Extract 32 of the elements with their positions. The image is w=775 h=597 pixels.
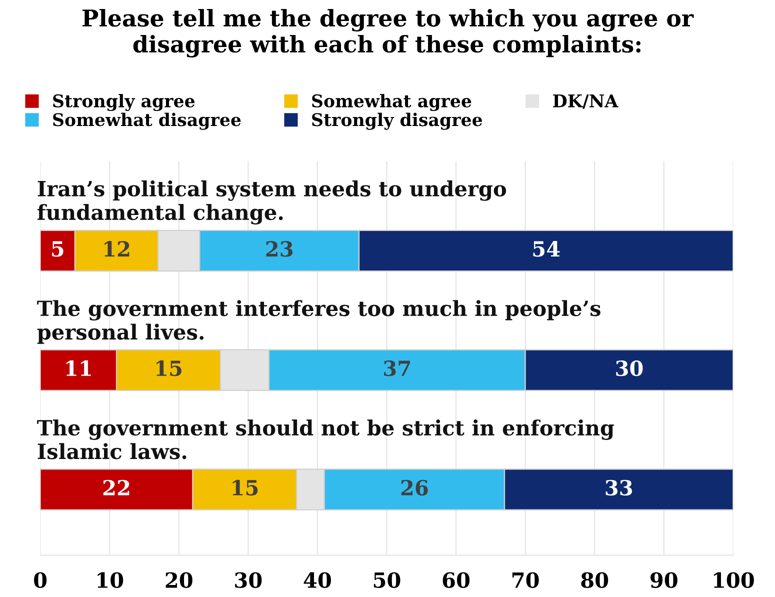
data-label: 54 <box>533 241 560 257</box>
data-label: 11 <box>66 360 91 376</box>
x-tick-label: 40 <box>304 572 331 588</box>
data-label: 33 <box>606 480 632 496</box>
x-tick-label: 90 <box>650 572 678 588</box>
data-label: 26 <box>401 480 428 496</box>
x-tick-label: 50 <box>374 572 400 588</box>
legend-label: DK/NA <box>553 94 618 109</box>
data-label: 15 <box>156 360 182 376</box>
y-tick-label: The government interferes too much in people’s personal lives. <box>37 300 600 344</box>
chart-title: Please tell me the degree to which you agree or disagree with each of these complaints: <box>82 8 694 58</box>
legend-label: Strongly agree <box>53 94 195 112</box>
data-label: 22 <box>103 480 130 496</box>
legend-label: Somewhat agree <box>312 94 472 112</box>
y-tick-label: Iran’s political system needs to undergo fundamental change. <box>37 180 506 224</box>
data-label: 15 <box>232 480 258 496</box>
y-tick-label: The government should not be strict in enforcing Islamic laws. <box>37 419 614 460</box>
x-tick-label: 60 <box>442 572 470 588</box>
legend-label: Somewhat disagree <box>53 112 241 130</box>
x-tick-label: 80 <box>581 572 608 588</box>
data-label: 23 <box>266 241 292 257</box>
legend-label: Strongly disagree <box>312 112 482 130</box>
x-tick-label: 0 <box>34 572 47 588</box>
x-tick-label: 30 <box>235 572 262 588</box>
data-label: 30 <box>616 360 643 376</box>
x-tick-label: 70 <box>512 572 539 588</box>
data-label: 5 <box>52 241 64 257</box>
data-label: 12 <box>104 241 130 256</box>
x-tick-label: 100 <box>714 572 754 588</box>
x-tick-label: 20 <box>166 572 192 588</box>
data-label: 37 <box>384 360 410 376</box>
x-tick-label: 10 <box>98 572 124 588</box>
